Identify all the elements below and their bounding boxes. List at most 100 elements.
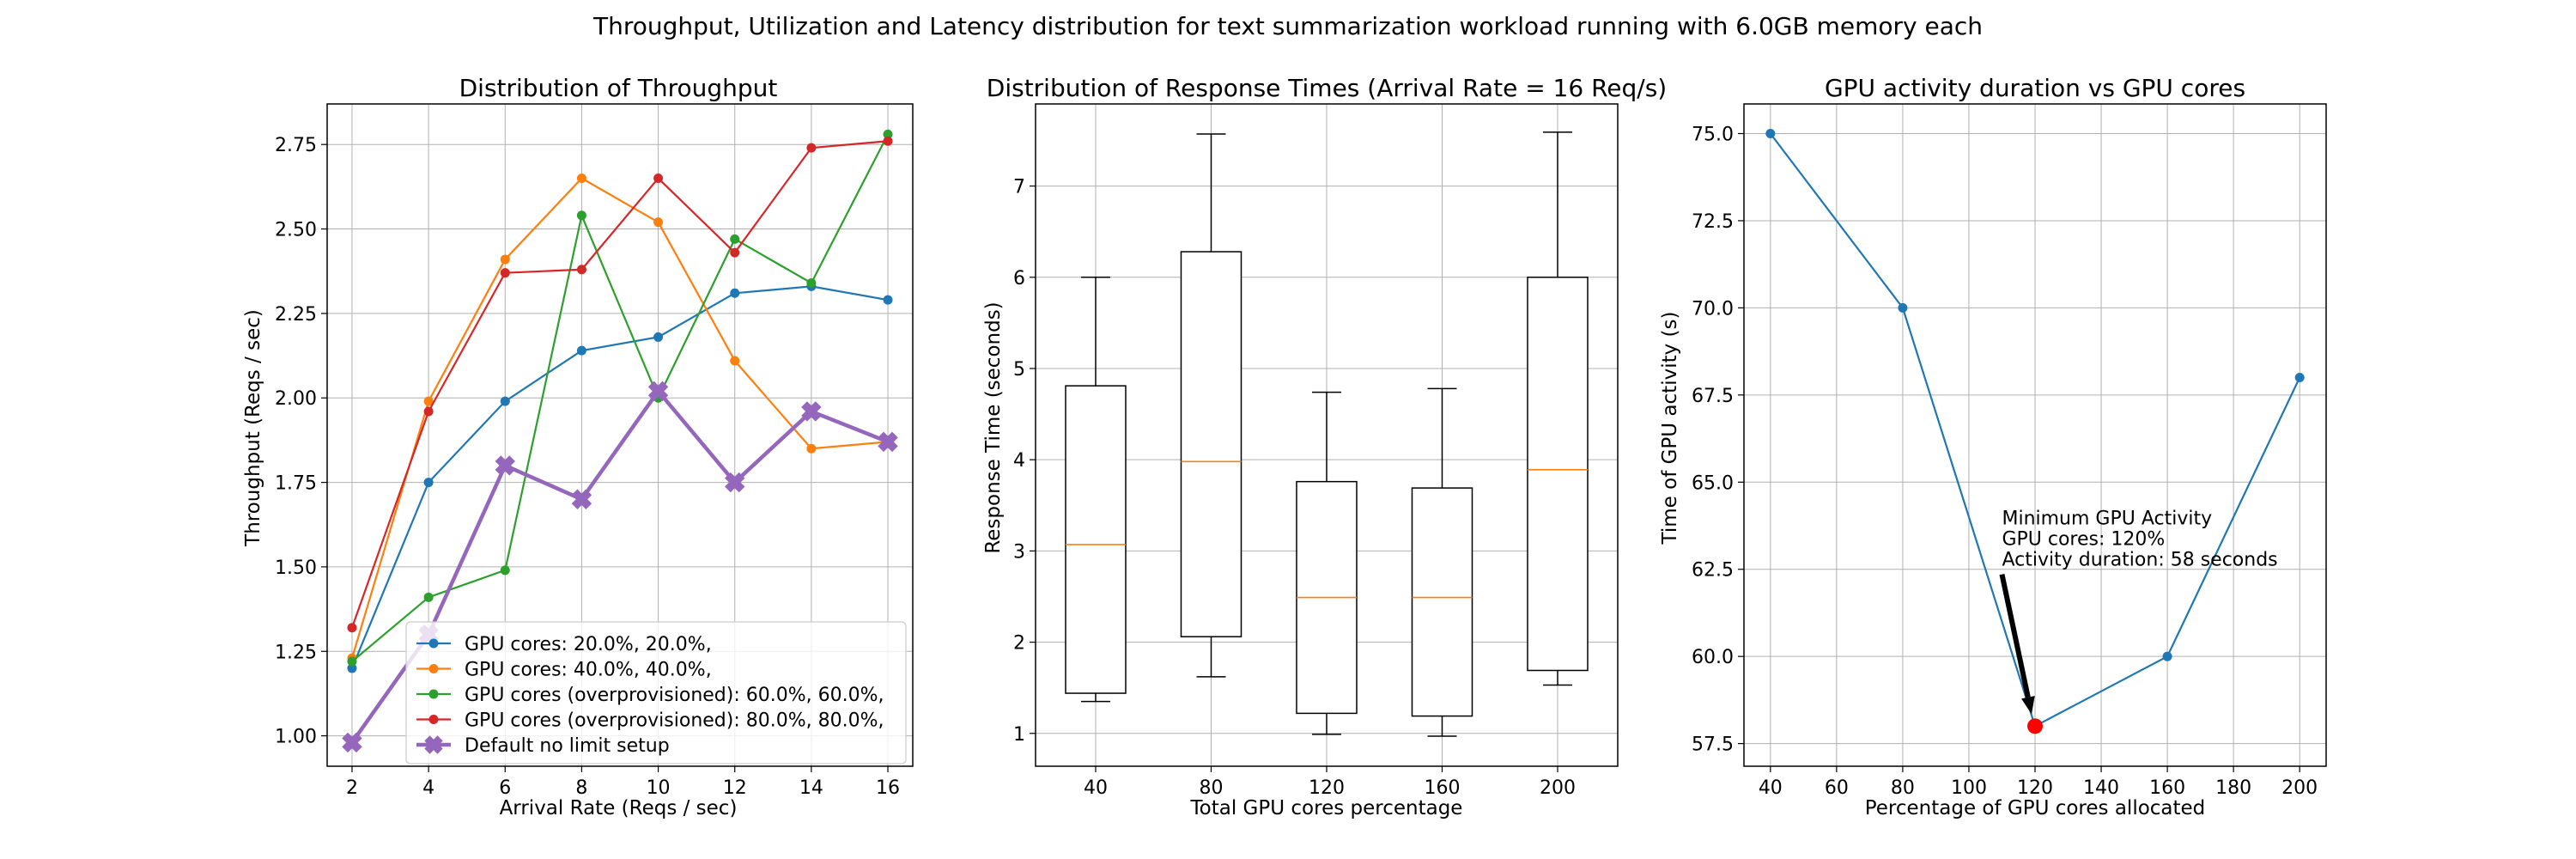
response-time-xtick-label: 120 <box>1309 777 1345 799</box>
throughput-point <box>730 234 740 244</box>
throughput-legend: GPU cores: 20.0%, 20.0%, GPU cores: 40.0%… <box>405 621 907 765</box>
gpu-activity-ytick-label: 70.0 <box>1692 298 1734 320</box>
throughput-legend-label: GPU cores (overprovisioned): 60.0%, 60.0… <box>465 685 884 706</box>
throughput-legend-marker <box>424 735 443 754</box>
response-time-box <box>1411 387 1473 737</box>
response-time-chart-title: Distribution of Response Times (Arrival … <box>987 74 1667 102</box>
throughput-xtick-label: 12 <box>723 777 747 799</box>
throughput-ytick-label: 2.50 <box>275 220 317 241</box>
gpu-activity-annotation-text: Minimum GPU Activity <box>2002 509 2212 530</box>
response-time-box <box>1296 391 1358 735</box>
gpu-activity-annotation-arrowhead <box>2021 696 2035 715</box>
throughput-series <box>342 381 898 753</box>
throughput-ytick-label: 1.25 <box>275 642 317 663</box>
gpu-activity-ytick-label: 60.0 <box>1692 647 1734 668</box>
throughput-ytick-label: 1.75 <box>275 473 317 495</box>
throughput-chart-xlabel: Arrival Rate (Reqs / sec) <box>500 797 738 819</box>
gpu-activity-point <box>1765 128 1776 138</box>
throughput-point <box>347 623 357 633</box>
gpu-activity-xtick-label: 180 <box>2215 777 2251 799</box>
response-time-ytick-label: 1 <box>1013 724 1025 746</box>
gpu-activity-ytick-label: 57.5 <box>1692 734 1734 756</box>
throughput-point <box>883 295 893 305</box>
throughput-legend-marker <box>428 664 439 673</box>
gpu-activity-chart-title: GPU activity duration vs GPU cores <box>1825 74 2245 102</box>
throughput-series <box>347 281 893 673</box>
throughput-point <box>883 136 893 146</box>
throughput-point <box>576 210 586 221</box>
response-time-xtick-label: 200 <box>1540 777 1576 799</box>
throughput-point <box>730 288 740 298</box>
throughput-point <box>801 401 822 422</box>
throughput-point <box>347 663 357 673</box>
gpu-activity-chart: GPU activity duration vs GPU cores Perce… <box>1659 74 2245 819</box>
throughput-point <box>500 565 510 576</box>
throughput-series-line <box>350 177 889 659</box>
throughput-point <box>647 381 669 402</box>
throughput-series-line <box>350 285 889 669</box>
throughput-legend-marker <box>428 715 439 724</box>
response-time-box <box>1065 277 1127 703</box>
throughput-point <box>653 332 664 342</box>
response-time-box <box>1527 131 1589 686</box>
gpu-activity-xtick-label: 40 <box>1759 777 1783 799</box>
throughput-point <box>576 265 586 275</box>
figure-suptitle: Throughput, Utilization and Latency dist… <box>592 12 1983 40</box>
throughput-legend-label: Default no limit setup <box>465 735 670 757</box>
throughput-xtick-label: 16 <box>876 777 900 799</box>
gpu-activity-point <box>2162 651 2172 661</box>
throughput-point <box>806 443 817 454</box>
throughput-series-line <box>350 387 889 744</box>
throughput-point <box>423 592 434 602</box>
throughput-legend-label: GPU cores: 20.0%, 20.0%, <box>465 634 712 655</box>
gpu-activity-annotation-text: GPU cores: 120% <box>2002 529 2165 551</box>
response-time-xtick-label: 160 <box>1425 777 1461 799</box>
throughput-point <box>347 656 357 667</box>
throughput-xtick-label: 2 <box>346 777 358 799</box>
throughput-point <box>653 217 664 228</box>
throughput-point <box>653 174 664 184</box>
gpu-activity-annotation-text: Activity duration: 58 seconds <box>2002 550 2277 571</box>
throughput-point <box>500 396 510 406</box>
throughput-legend-label: GPU cores: 40.0%, 40.0%, <box>465 660 712 681</box>
throughput-point <box>423 478 434 488</box>
gpu-activity-ytick-label: 65.0 <box>1692 472 1734 494</box>
response-time-ytick-label: 7 <box>1013 177 1025 198</box>
throughput-point <box>806 277 817 288</box>
response-time-box-body <box>1527 277 1589 672</box>
response-time-ytick-label: 2 <box>1013 633 1025 655</box>
throughput-point <box>500 268 510 278</box>
gpu-activity-point <box>2294 373 2305 383</box>
throughput-xtick-label: 14 <box>799 777 823 799</box>
throughput-ytick-label: 1.50 <box>275 557 317 579</box>
response-time-ytick-label: 5 <box>1013 359 1025 381</box>
gpu-activity-chart-xlabel: Percentage of GPU cores allocated <box>1865 797 2206 819</box>
gpu-activity-axes-frame <box>1743 103 2327 767</box>
throughput-series-line <box>350 140 889 629</box>
gpu-activity-xtick-label: 120 <box>2017 777 2053 799</box>
throughput-chart-ylabel: Throughput (Reqs / sec) <box>242 309 264 547</box>
throughput-point <box>576 174 586 184</box>
response-time-xtick-label: 40 <box>1084 777 1108 799</box>
gpu-activity-point <box>1898 302 1908 313</box>
throughput-point <box>878 431 898 453</box>
response-time-box-body <box>1411 487 1473 717</box>
gpu-activity-ytick-label: 62.5 <box>1692 560 1734 582</box>
response-time-box-body <box>1180 251 1242 637</box>
gpu-activity-minimum-point <box>2027 718 2043 734</box>
response-time-chart: Distribution of Response Times (Arrival … <box>982 74 1667 819</box>
response-time-box <box>1180 133 1242 678</box>
response-time-ytick-label: 6 <box>1013 268 1025 289</box>
gpu-activity-annotation-arrow <box>1999 574 2031 698</box>
gpu-activity-xtick-label: 100 <box>1951 777 1987 799</box>
throughput-ytick-label: 2.00 <box>275 388 317 410</box>
throughput-point <box>730 247 740 258</box>
gpu-activity-ytick-label: 72.5 <box>1692 211 1734 233</box>
throughput-ytick-label: 1.00 <box>275 727 317 748</box>
gpu-activity-xtick-label: 60 <box>1825 777 1849 799</box>
throughput-point <box>571 489 592 509</box>
throughput-series <box>347 136 893 633</box>
throughput-point <box>725 472 745 493</box>
